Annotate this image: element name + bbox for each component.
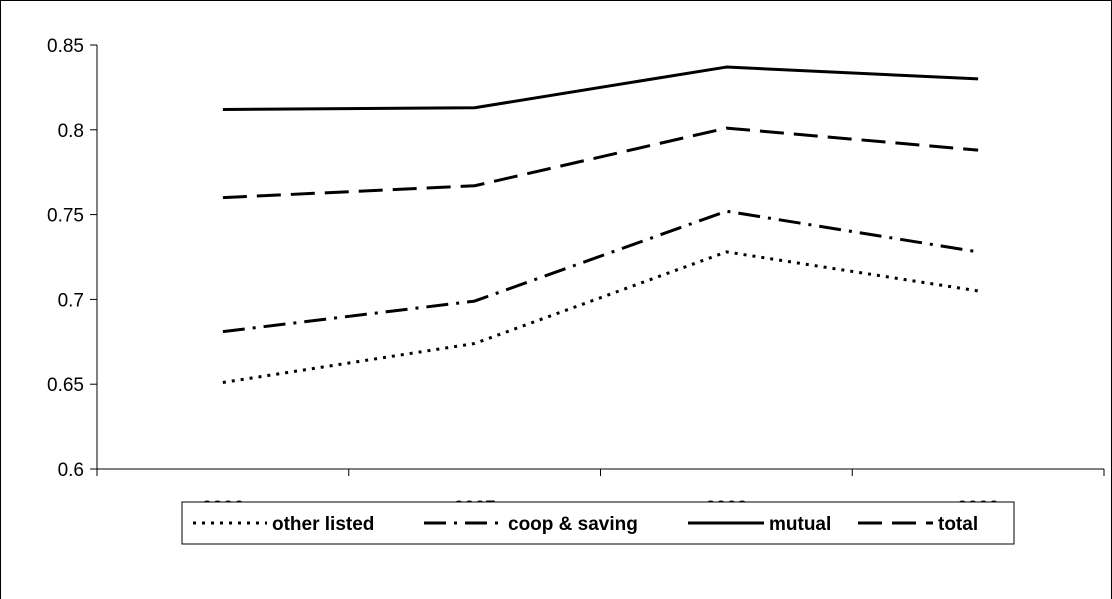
y-tick-label: 0.8 — [58, 121, 84, 142]
series-line-total — [222, 126, 979, 200]
series-line-other-listed — [222, 250, 979, 384]
y-tick-label: 0.6 — [58, 460, 84, 481]
legend-label: total — [938, 514, 978, 535]
y-tick-label: 0.75 — [47, 206, 84, 227]
legend-label: mutual — [769, 514, 831, 535]
series-line-mutual — [222, 65, 979, 111]
legend-label: coop & saving — [508, 514, 638, 535]
y-tick-label: 0.7 — [58, 290, 84, 311]
series-line-coop-saving — [222, 209, 979, 334]
y-tick-label: 0.65 — [47, 375, 84, 396]
legend-label: other listed — [272, 514, 374, 535]
y-tick-label: 0.85 — [47, 36, 84, 57]
